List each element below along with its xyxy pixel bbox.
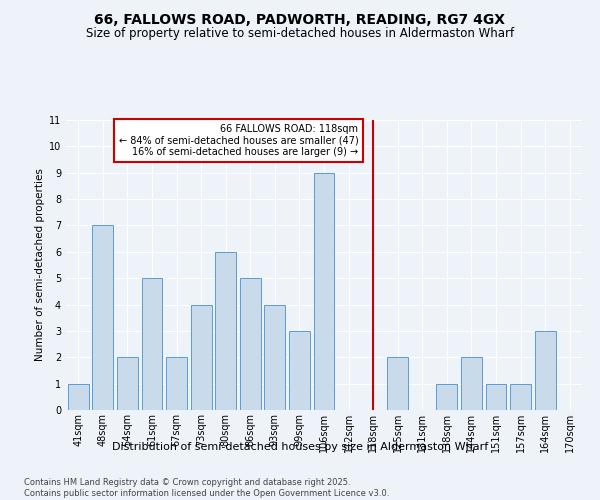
Bar: [265, 304, 286, 410]
Text: 66 FALLOWS ROAD: 118sqm
← 84% of semi-detached houses are smaller (47)
16% of se: 66 FALLOWS ROAD: 118sqm ← 84% of semi-de…: [119, 124, 358, 157]
Text: 66, FALLOWS ROAD, PADWORTH, READING, RG7 4GX: 66, FALLOWS ROAD, PADWORTH, READING, RG7…: [95, 12, 505, 26]
Bar: [92, 226, 113, 410]
Bar: [314, 172, 334, 410]
Bar: [485, 384, 506, 410]
Bar: [68, 384, 89, 410]
Bar: [289, 331, 310, 410]
Text: Distribution of semi-detached houses by size in Aldermaston Wharf: Distribution of semi-detached houses by …: [112, 442, 488, 452]
Bar: [387, 358, 408, 410]
Y-axis label: Number of semi-detached properties: Number of semi-detached properties: [35, 168, 45, 362]
Text: Size of property relative to semi-detached houses in Aldermaston Wharf: Size of property relative to semi-detach…: [86, 28, 514, 40]
Bar: [117, 358, 138, 410]
Text: Contains HM Land Registry data © Crown copyright and database right 2025.
Contai: Contains HM Land Registry data © Crown c…: [24, 478, 389, 498]
Bar: [191, 304, 212, 410]
Bar: [215, 252, 236, 410]
Bar: [240, 278, 261, 410]
Bar: [436, 384, 457, 410]
Bar: [461, 358, 482, 410]
Bar: [535, 331, 556, 410]
Bar: [166, 358, 187, 410]
Bar: [510, 384, 531, 410]
Bar: [142, 278, 163, 410]
